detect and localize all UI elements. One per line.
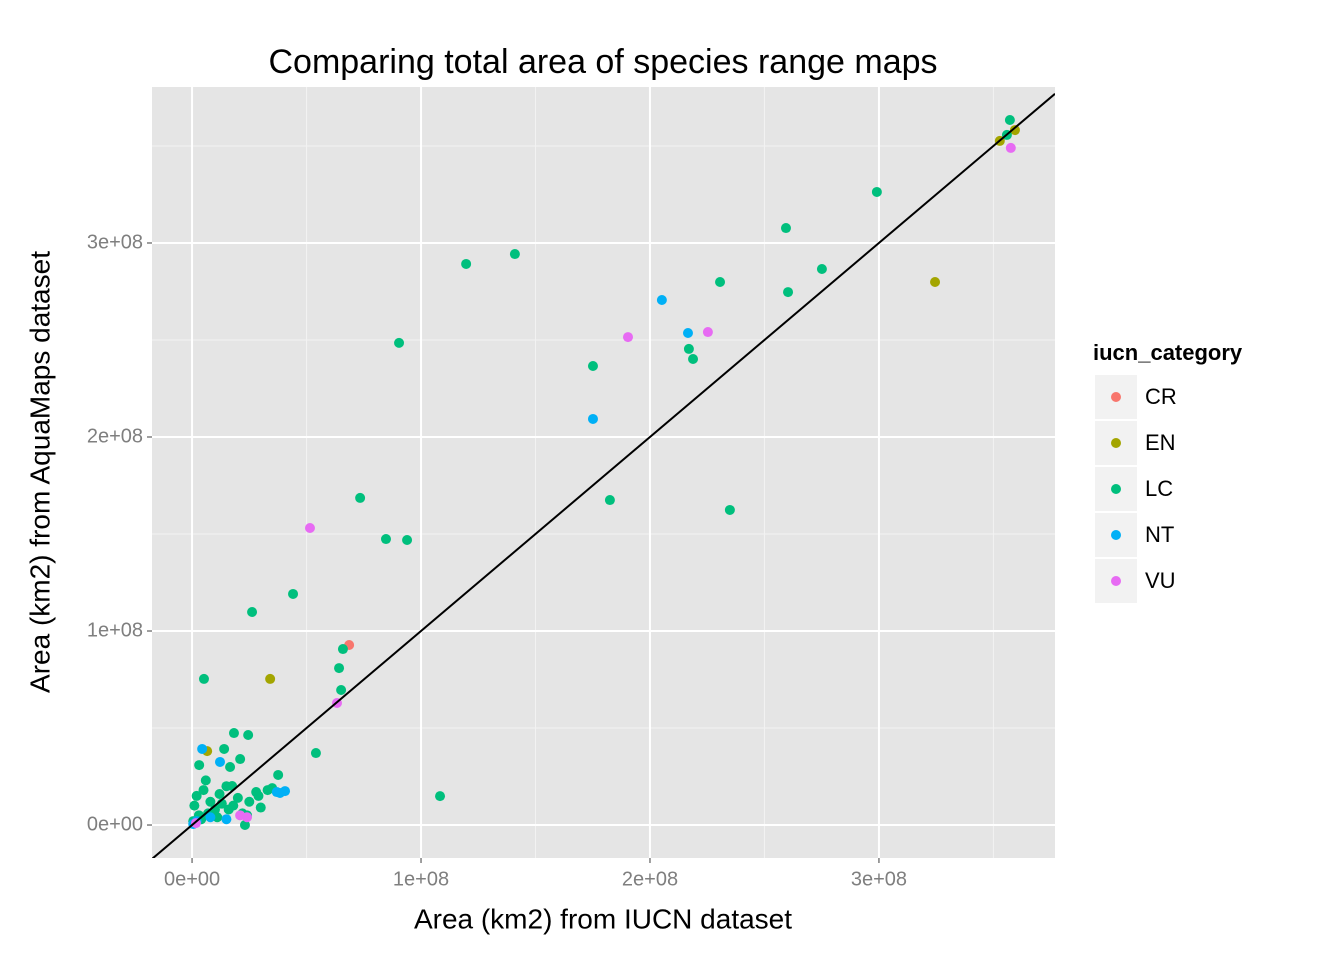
point: [280, 786, 291, 797]
legend-marker: [1111, 576, 1121, 586]
point: [783, 287, 794, 298]
point: [271, 787, 282, 798]
x-tick-label: 0e+00: [164, 868, 220, 890]
point: [232, 792, 243, 803]
point: [242, 812, 253, 823]
point: [336, 684, 347, 695]
point: [189, 800, 200, 811]
legend-label: CR: [1145, 384, 1177, 409]
point: [304, 522, 315, 533]
point: [221, 781, 232, 792]
point: [223, 804, 234, 815]
point: [702, 327, 713, 338]
point: [197, 743, 208, 754]
legend-label: EN: [1145, 430, 1176, 455]
point: [235, 754, 246, 765]
point: [221, 814, 232, 825]
point: [435, 791, 446, 802]
point: [255, 802, 266, 813]
point: [334, 663, 345, 674]
chart-title: Comparing total area of species range ma…: [268, 43, 937, 81]
y-tick-label: 0e+00: [87, 813, 143, 835]
point: [355, 492, 366, 503]
x-tick-label: 1e+08: [393, 868, 449, 890]
point: [604, 495, 615, 506]
point: [871, 186, 882, 197]
y-tick-label: 2e+08: [87, 425, 143, 447]
point: [200, 775, 211, 786]
legend-label: LC: [1145, 476, 1173, 501]
plot-background: [152, 87, 1055, 858]
point: [212, 812, 223, 823]
reference-line-group: [152, 93, 1055, 858]
point: [253, 790, 264, 801]
point: [656, 295, 667, 306]
point: [198, 673, 209, 684]
point: [273, 769, 284, 780]
point: [205, 812, 216, 823]
point: [191, 790, 202, 801]
legend-marker: [1111, 438, 1121, 448]
legend-title: iucn_category: [1093, 340, 1243, 365]
point: [622, 332, 633, 343]
point: [780, 223, 791, 234]
y-tick-label: 1e+08: [87, 619, 143, 641]
x-tick-label: 2e+08: [622, 868, 678, 890]
legend-marker: [1111, 484, 1121, 494]
point: [219, 743, 230, 754]
point: [682, 328, 693, 339]
point: [715, 276, 726, 287]
point: [380, 534, 391, 545]
y-tick-label: 3e+08: [87, 231, 143, 253]
point: [587, 360, 598, 371]
point: [587, 413, 598, 424]
point: [239, 820, 250, 831]
point: [509, 249, 520, 260]
point: [244, 796, 255, 807]
x-tick-label: 3e+08: [851, 868, 907, 890]
point: [194, 760, 205, 771]
point: [288, 588, 299, 599]
point: [394, 337, 405, 348]
point: [461, 258, 472, 269]
point: [214, 756, 225, 767]
point: [1004, 114, 1015, 125]
point: [247, 606, 258, 617]
point: [198, 785, 209, 796]
legend-label: VU: [1145, 568, 1176, 593]
point: [724, 504, 735, 515]
point: [402, 535, 413, 546]
point: [225, 762, 236, 773]
point: [214, 788, 225, 799]
point: [930, 276, 941, 287]
point: [243, 729, 254, 740]
points: [188, 114, 1020, 831]
point: [228, 728, 239, 739]
point: [205, 796, 216, 807]
reference-line: [152, 93, 1055, 858]
y-axis-title: Area (km2) from AquaMaps dataset: [24, 251, 55, 693]
point: [683, 343, 694, 354]
point: [310, 748, 321, 759]
point: [1005, 142, 1016, 153]
point: [816, 263, 827, 274]
point: [688, 354, 699, 365]
x-axis-title: Area (km2) from IUCN dataset: [414, 903, 792, 934]
point: [1009, 125, 1020, 136]
point: [337, 644, 348, 655]
point: [265, 673, 276, 684]
legend-marker: [1111, 392, 1121, 402]
legend-marker: [1111, 530, 1121, 540]
legend-label: NT: [1145, 522, 1174, 547]
